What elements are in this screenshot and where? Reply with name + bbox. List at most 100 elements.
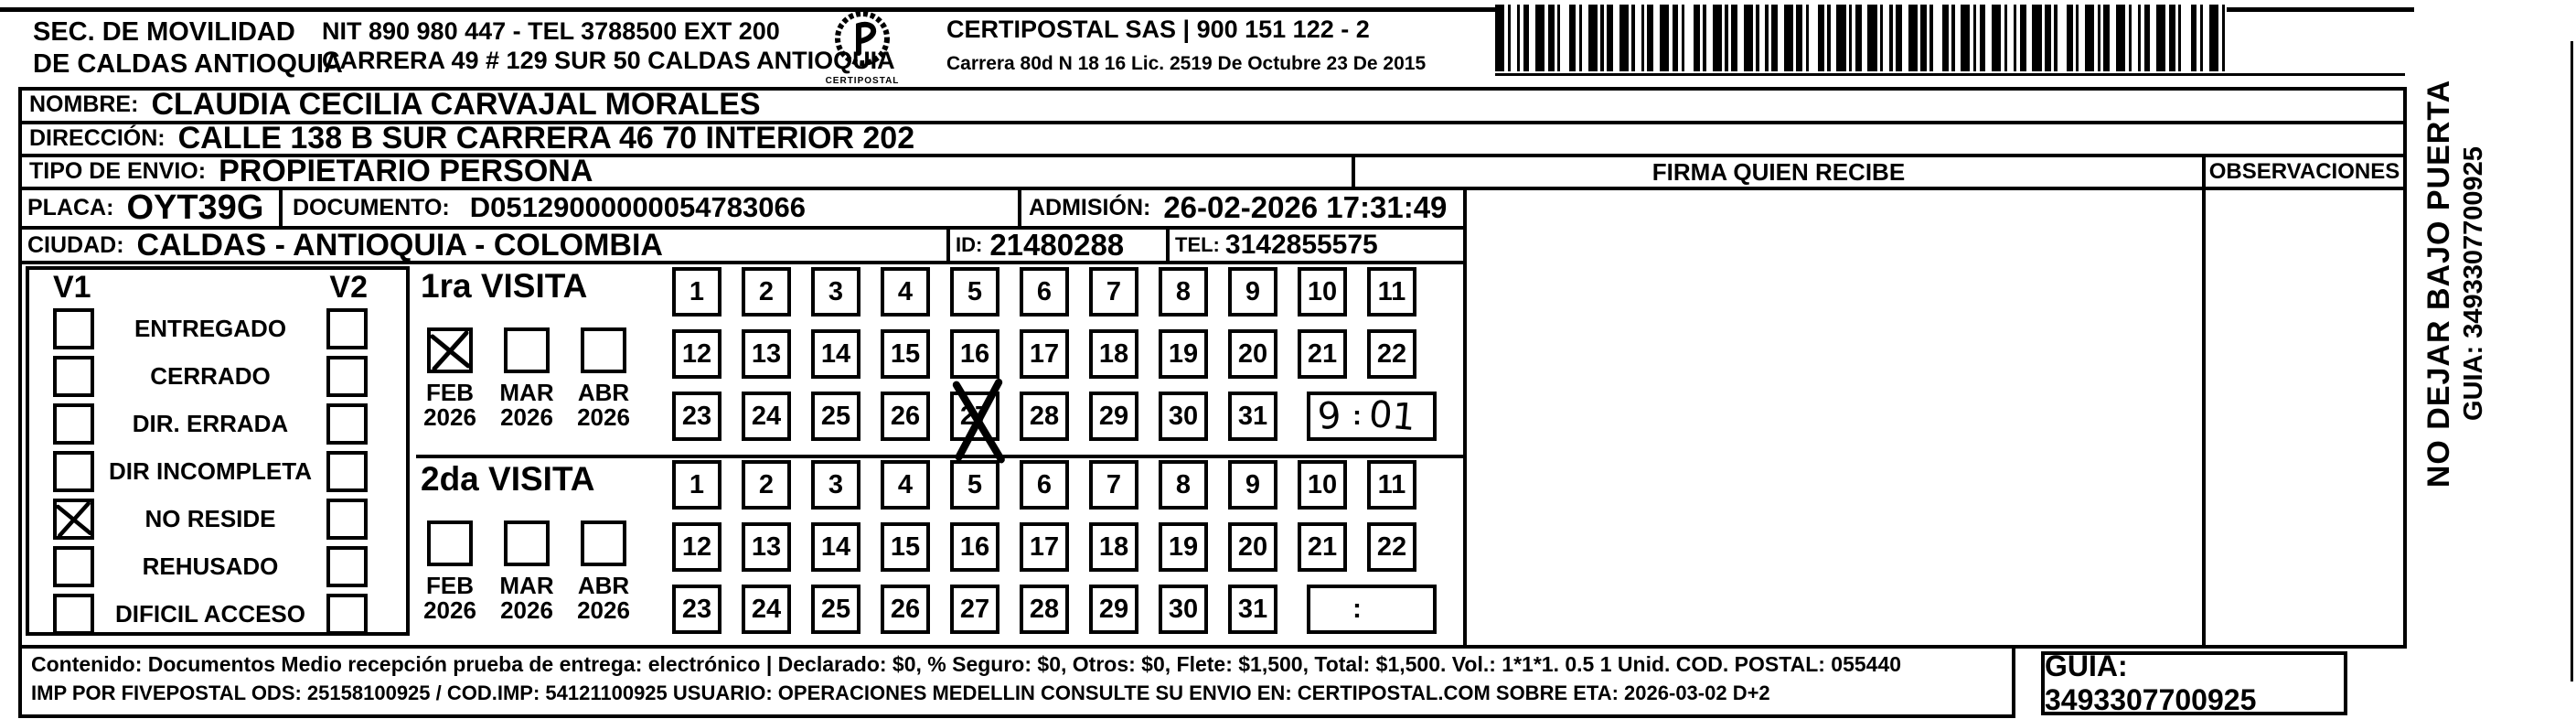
day-checkbox-18[interactable]: 18 — [1089, 522, 1138, 572]
day-checkbox-25[interactable]: 25 — [811, 392, 860, 441]
day-checkbox-9[interactable]: 9 — [1228, 460, 1277, 510]
day-checkbox-16[interactable]: 16 — [950, 522, 999, 572]
day-checkbox-31[interactable]: 31 — [1228, 392, 1277, 441]
day-checkbox-27[interactable]: 27 — [950, 378, 1005, 464]
month-option-mar: MAR 2026 — [497, 520, 556, 624]
day-checkbox-10[interactable]: 10 — [1298, 267, 1347, 317]
nombre-row: NOMBRE: CLAUDIA CECILIA CARVAJAL MORALES — [29, 87, 761, 122]
barcode-gap — [1598, 5, 1601, 71]
v2-checkbox-dir-incompleta[interactable] — [326, 450, 368, 492]
day-checkbox-17[interactable]: 17 — [1020, 522, 1069, 572]
day-checkbox-26[interactable]: 26 — [881, 585, 930, 634]
day-checkbox-4[interactable]: 4 — [881, 460, 930, 510]
day-checkbox-21[interactable]: 21 — [1298, 522, 1347, 572]
v2-checkbox-cerrado[interactable] — [326, 355, 368, 397]
day-checkbox-17[interactable]: 17 — [1020, 329, 1069, 379]
day-checkbox-11[interactable]: 11 — [1367, 267, 1416, 317]
day-checkbox-19[interactable]: 19 — [1159, 522, 1208, 572]
sender-name-block: SEC. DE MOVILIDAD DE CALDAS ANTIOQUIA — [33, 16, 343, 80]
day-checkbox-30[interactable]: 30 — [1159, 392, 1208, 441]
barcode-gap — [1845, 5, 1850, 71]
day-checkbox-10[interactable]: 10 — [1298, 460, 1347, 510]
day-checkbox-3[interactable]: 3 — [811, 267, 860, 317]
day-checkbox-18[interactable]: 18 — [1089, 329, 1138, 379]
day-checkbox-12[interactable]: 12 — [672, 329, 721, 379]
v1-checkbox-rehusado[interactable] — [53, 545, 94, 587]
v2-checkbox-entregado[interactable] — [326, 307, 368, 349]
day-checkbox-12[interactable]: 12 — [672, 522, 721, 572]
day-checkbox-26[interactable]: 26 — [881, 392, 930, 441]
day-checkbox-22[interactable]: 22 — [1367, 522, 1416, 572]
barcode-gap — [1603, 5, 1608, 71]
v1-checkbox-dificil-acceso[interactable] — [53, 593, 94, 635]
day-checkbox-6[interactable]: 6 — [1020, 460, 1069, 510]
day-checkbox-31[interactable]: 31 — [1228, 585, 1277, 634]
barcode-gap — [1582, 5, 1588, 71]
v2-checkbox-no-reside[interactable] — [326, 498, 368, 540]
day-checkbox-16[interactable]: 16 — [950, 329, 999, 379]
day-checkbox-21[interactable]: 21 — [1298, 329, 1347, 379]
day-checkbox-28[interactable]: 28 — [1020, 392, 1069, 441]
v1-checkbox-dir-errada[interactable] — [53, 402, 94, 445]
day-checkbox-14[interactable]: 14 — [811, 522, 860, 572]
month-checkbox-feb[interactable] — [427, 520, 473, 566]
v2-checkbox-dir-errada[interactable] — [326, 402, 368, 445]
day-checkbox-11[interactable]: 11 — [1367, 460, 1416, 510]
carrier-address: Carrera 80d N 18 16 Lic. 2519 De Octubre… — [946, 53, 1427, 75]
month-checkbox-abr[interactable] — [581, 327, 626, 373]
day-checkbox-6[interactable]: 6 — [1020, 267, 1069, 317]
v2-checkbox-rehusado[interactable] — [326, 545, 368, 587]
visit-time-field[interactable]: 9:01 — [1307, 392, 1437, 441]
day-checkbox-23[interactable]: 23 — [672, 585, 721, 634]
v2-checkbox-dificil-acceso[interactable] — [326, 593, 368, 635]
v1-checkbox-dir-incompleta[interactable] — [53, 450, 94, 492]
month-checkbox-feb[interactable] — [427, 327, 473, 373]
day-number: 7 — [1106, 276, 1122, 306]
day-checkbox-9[interactable]: 9 — [1228, 267, 1277, 317]
day-number: 4 — [897, 469, 914, 499]
observaciones-area[interactable] — [2207, 192, 2401, 642]
day-checkbox-24[interactable]: 24 — [742, 392, 791, 441]
v1-checkbox-no-reside[interactable] — [53, 498, 94, 540]
day-checkbox-8[interactable]: 8 — [1159, 460, 1208, 510]
day-checkbox-15[interactable]: 15 — [881, 522, 930, 572]
day-checkbox-28[interactable]: 28 — [1020, 585, 1069, 634]
day-checkbox-25[interactable]: 25 — [811, 585, 860, 634]
v1-checkbox-cerrado[interactable] — [53, 355, 94, 397]
day-number: 21 — [1307, 338, 1338, 369]
day-checkbox-19[interactable]: 19 — [1159, 329, 1208, 379]
day-checkbox-15[interactable]: 15 — [881, 329, 930, 379]
day-checkbox-14[interactable]: 14 — [811, 329, 860, 379]
day-checkbox-29[interactable]: 29 — [1089, 585, 1138, 634]
day-checkbox-4[interactable]: 4 — [881, 267, 930, 317]
day-checkbox-2[interactable]: 2 — [742, 460, 791, 510]
day-checkbox-24[interactable]: 24 — [742, 585, 791, 634]
day-checkbox-29[interactable]: 29 — [1089, 392, 1138, 441]
day-checkbox-20[interactable]: 20 — [1228, 522, 1277, 572]
day-checkbox-7[interactable]: 7 — [1089, 267, 1138, 317]
month-checkbox-abr[interactable] — [581, 520, 626, 566]
barcode-gap — [1876, 5, 1881, 71]
day-checkbox-3[interactable]: 3 — [811, 460, 860, 510]
visit-time-field[interactable]: : — [1307, 585, 1437, 634]
day-checkbox-1[interactable]: 1 — [672, 460, 721, 510]
divider-line — [18, 121, 2407, 124]
day-checkbox-30[interactable]: 30 — [1159, 585, 1208, 634]
day-checkbox-13[interactable]: 13 — [742, 329, 791, 379]
month-checkbox-mar[interactable] — [504, 327, 550, 373]
day-checkbox-8[interactable]: 8 — [1159, 267, 1208, 317]
divider-line — [1018, 187, 1021, 230]
day-checkbox-7[interactable]: 7 — [1089, 460, 1138, 510]
day-checkbox-2[interactable]: 2 — [742, 267, 791, 317]
day-checkbox-23[interactable]: 23 — [672, 392, 721, 441]
day-checkbox-5[interactable]: 5 — [950, 267, 999, 317]
v1-checkbox-entregado[interactable] — [53, 307, 94, 349]
day-checkbox-22[interactable]: 22 — [1367, 329, 1416, 379]
day-checkbox-5[interactable]: 5 — [950, 460, 999, 510]
day-checkbox-27[interactable]: 27 — [950, 585, 999, 634]
day-checkbox-13[interactable]: 13 — [742, 522, 791, 572]
day-checkbox-1[interactable]: 1 — [672, 267, 721, 317]
month-checkbox-mar[interactable] — [504, 520, 550, 566]
signature-area[interactable] — [1470, 192, 2198, 642]
day-checkbox-20[interactable]: 20 — [1228, 329, 1277, 379]
